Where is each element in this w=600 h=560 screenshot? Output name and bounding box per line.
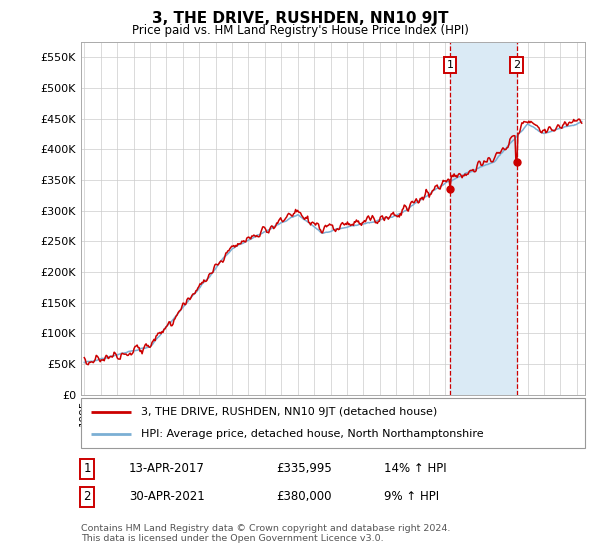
Text: 30-APR-2021: 30-APR-2021 <box>129 490 205 503</box>
Text: 2: 2 <box>83 490 91 503</box>
Text: Contains HM Land Registry data © Crown copyright and database right 2024.
This d: Contains HM Land Registry data © Crown c… <box>81 524 451 543</box>
Text: £335,995: £335,995 <box>276 462 332 475</box>
Bar <box>450 42 517 395</box>
Text: 1: 1 <box>446 60 454 70</box>
Text: 2: 2 <box>513 60 520 70</box>
Text: 9% ↑ HPI: 9% ↑ HPI <box>384 490 439 503</box>
Text: 3, THE DRIVE, RUSHDEN, NN10 9JT (detached house): 3, THE DRIVE, RUSHDEN, NN10 9JT (detache… <box>142 407 438 417</box>
Text: HPI: Average price, detached house, North Northamptonshire: HPI: Average price, detached house, Nort… <box>142 429 484 439</box>
Text: 1: 1 <box>83 462 91 475</box>
Text: 13-APR-2017: 13-APR-2017 <box>129 462 205 475</box>
Text: 3, THE DRIVE, RUSHDEN, NN10 9JT: 3, THE DRIVE, RUSHDEN, NN10 9JT <box>152 11 448 26</box>
FancyBboxPatch shape <box>81 398 585 448</box>
Text: £380,000: £380,000 <box>276 490 331 503</box>
Text: Price paid vs. HM Land Registry's House Price Index (HPI): Price paid vs. HM Land Registry's House … <box>131 24 469 36</box>
Text: 14% ↑ HPI: 14% ↑ HPI <box>384 462 446 475</box>
